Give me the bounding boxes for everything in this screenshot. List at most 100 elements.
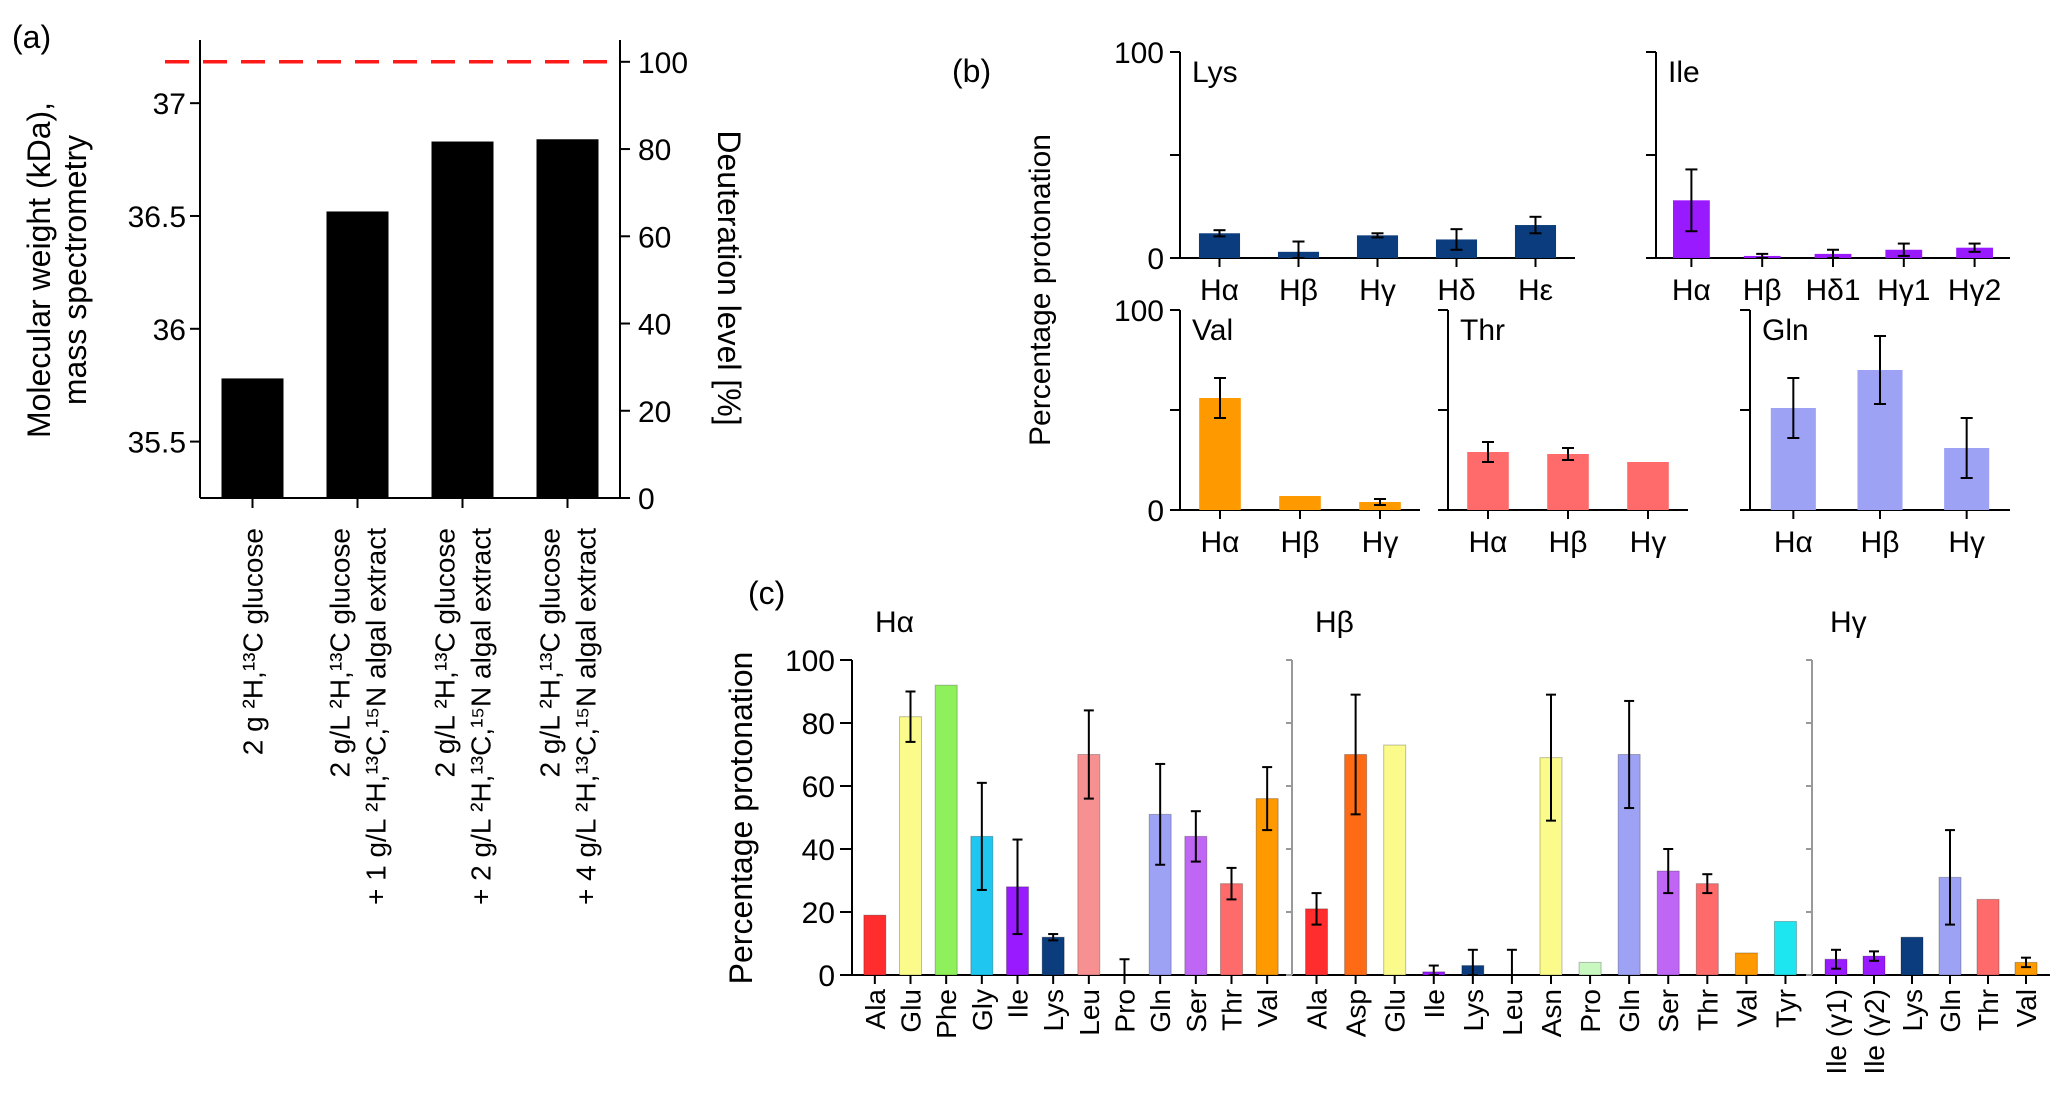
c-group-0: Hα Ala Glu Phe Gly Ile Lys Leu Pro Gln Ser Thr Val (852, 606, 1290, 1039)
b-category-label: Hβ (1281, 526, 1320, 559)
c-bar (1578, 961, 1602, 976)
c-category-label: Gly (967, 989, 998, 1031)
b-category-label: Hγ (1359, 274, 1396, 307)
c-ylabel: Percentage protonation (723, 652, 759, 985)
c-category-label: Ser (1181, 989, 1212, 1033)
c-category-label: Ile (1419, 989, 1450, 1019)
b-category-label: Hδ (1437, 274, 1475, 307)
a-category-label: + 4 g/L ²H,¹³C,¹⁵N algal extract (571, 528, 602, 905)
a-bar (431, 141, 494, 498)
b-category-label: Hγ (1630, 526, 1667, 559)
c-bar (934, 684, 958, 976)
a-ytick-label: 36 (153, 314, 186, 347)
a-ytick-label: 37 (153, 88, 186, 121)
b-ylabel: Percentage protonation (1024, 134, 1057, 446)
b-category-label: Hα (1200, 526, 1239, 559)
panel-b: (b) 0 100 Lys Hα Hβ Hγ Hδ Hε Ile Hα Hβ Hδ1 Hγ1 Hγ2 0 100… (952, 37, 2010, 559)
c-category-label: Phe (931, 989, 962, 1039)
a-category-label: 2 g/L ²H,¹³C glucose (430, 528, 461, 778)
c-category-label: Val (1731, 989, 1762, 1027)
c-category-label: Asn (1536, 989, 1567, 1037)
a-y2label: Deuteration level [%] (711, 130, 747, 425)
a-ylabel-line-1: Molecular weight (kDa), (21, 102, 57, 438)
b-subplot-title: Gln (1762, 314, 1809, 347)
a-category-label: 2 g/L ²H,¹³C glucose (535, 528, 566, 778)
b-category-label: Hγ1 (1877, 274, 1930, 307)
c-ytick-label: 20 (802, 897, 835, 930)
c-bar (1041, 936, 1065, 976)
a-category-label: + 2 g/L ²H,¹³C,¹⁵N algal extract (466, 528, 497, 905)
c-category-label: Lys (1897, 989, 1928, 1032)
c-ytick-label: 100 (785, 645, 835, 678)
b-subplot-ile: Ile Hα Hβ Hδ1 Hγ1 Hγ2 (1646, 51, 2010, 307)
c-category-label: Glu (896, 989, 927, 1033)
c-group-2: Hγ Ile (γ1) Ile (γ2) Lys Gln Thr Val (1806, 606, 2050, 1075)
b-category-label: Hγ2 (1948, 274, 2001, 307)
b-category-label: Hα (1672, 274, 1711, 307)
c-category-label: Ala (1302, 989, 1333, 1030)
b-bar (1627, 462, 1669, 510)
b-category-label: Hδ1 (1805, 274, 1860, 307)
c-category-label: Glu (1380, 989, 1411, 1033)
b-bar (1547, 454, 1589, 510)
a-bar (326, 211, 389, 498)
c-category-label: Gln (1614, 989, 1645, 1033)
c-bar (1976, 898, 2000, 976)
a-y2tick-label: 100 (638, 47, 688, 80)
b-bar (1279, 496, 1321, 510)
b-bar (1198, 233, 1241, 258)
c-category-label: Ala (860, 989, 891, 1030)
c-category-label: Leu (1497, 989, 1528, 1036)
c-group-title: Hα (875, 606, 914, 639)
a-y2tick-label: 40 (638, 309, 671, 342)
b-category-label: Hγ (1948, 526, 1985, 559)
b-category-label: Hβ (1861, 526, 1900, 559)
a-ytick-label: 36.5 (128, 201, 186, 234)
b-category-label: Hγ (1362, 526, 1399, 559)
a-ylabel-line-2: mass spectrometry (57, 135, 93, 405)
a-bar (536, 139, 599, 498)
b-category-label: Hβ (1549, 526, 1588, 559)
a-category-label: 2 g/L ²H,¹³C glucose (325, 528, 356, 778)
c-category-label: Pro (1110, 989, 1141, 1033)
c-bar (1773, 920, 1797, 976)
c-group-title: Hγ (1830, 606, 1867, 639)
c-bar (1734, 952, 1758, 976)
c-category-label: Val (2011, 989, 2042, 1027)
c-group-1: Hβ Ala Asp Glu Ile Lys Leu Asn Pro Gln Ser Thr Val Ty… (1286, 606, 1810, 1037)
panel-b-label: (b) (952, 53, 991, 89)
b-bar (1956, 247, 1994, 258)
a-bar (221, 378, 284, 498)
c-category-label: Ser (1653, 989, 1684, 1033)
c-bar (1695, 883, 1719, 976)
c-category-label: Gln (1145, 989, 1176, 1033)
b-subplot-title: Val (1192, 314, 1233, 347)
c-category-label: Thr (1692, 989, 1723, 1031)
a-category-label: + 1 g/L ²H,¹³C,¹⁵N algal extract (361, 528, 392, 905)
c-category-label: Ile (γ1) (1821, 989, 1852, 1075)
c-ytick-label: 60 (802, 771, 835, 804)
c-bar (863, 914, 887, 976)
b-subplot-gln: Gln Hα Hβ Hγ (1740, 309, 2010, 559)
c-category-label: Tyr (1770, 989, 1801, 1028)
b-category-label: Hβ (1743, 274, 1782, 307)
b-category-label: Hα (1468, 526, 1507, 559)
c-category-label: Thr (1217, 989, 1248, 1031)
b-category-label: Hβ (1279, 274, 1318, 307)
c-category-label: Ile (γ2) (1859, 989, 1890, 1075)
c-category-label: Thr (1973, 989, 2004, 1031)
c-group-title: Hβ (1315, 606, 1354, 639)
panel-a-label: (a) (12, 19, 51, 55)
c-ytick-label: 80 (802, 708, 835, 741)
b-subplot-title: Lys (1192, 56, 1238, 89)
c-category-label: Ile (1003, 989, 1034, 1019)
a-y2tick-label: 80 (638, 134, 671, 167)
c-category-label: Leu (1074, 989, 1105, 1036)
b-category-label: Hε (1518, 274, 1553, 307)
b-category-label: Hα (1774, 526, 1813, 559)
c-category-label: Lys (1038, 989, 1069, 1032)
b-subplot-thr: Thr Hα Hβ Hγ (1438, 309, 1688, 559)
c-ytick-label: 40 (802, 834, 835, 867)
b-subplot-val: 0 100 Val Hα Hβ Hγ (1114, 295, 1420, 559)
c-bar (1900, 936, 1924, 976)
